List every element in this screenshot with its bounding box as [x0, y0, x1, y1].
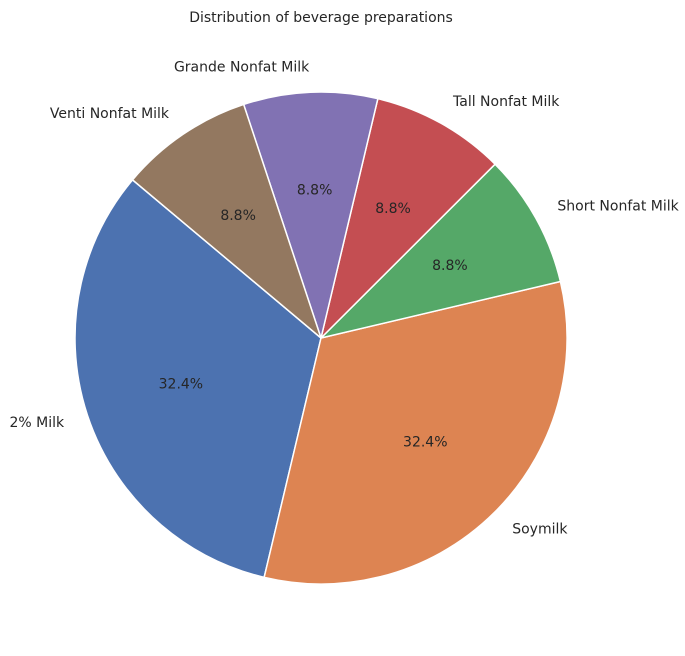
slice-percent-label: 8.8%	[375, 201, 411, 217]
slice-percent-label: 8.8%	[297, 183, 333, 199]
slice-category-label: 2% Milk	[9, 415, 65, 431]
slice-category-label: Venti Nonfat Milk	[50, 106, 170, 122]
slice-category-label: Soymilk	[512, 521, 568, 537]
pie-slice	[242, 91, 379, 339]
pie-labels: 2% Milk 32.4% Soymilk 32.4% Short Nonfat Mil…	[9, 60, 679, 538]
slice-percent-label: 8.8%	[220, 208, 256, 224]
chart-title: Distribution of beverage preparations	[189, 10, 453, 26]
slice-percent-label: 8.8%	[432, 258, 468, 274]
pie-slice	[320, 163, 562, 339]
slice-category-label: Tall Nonfat Milk	[452, 94, 560, 110]
pie-slice	[74, 179, 322, 579]
slice-category-label: Short Nonfat Milk	[557, 198, 679, 214]
slice-category-label: Grande Nonfat Milk	[174, 60, 310, 76]
pie-slices	[74, 91, 568, 585]
pie-slice	[320, 97, 496, 339]
slice-percent-label: 32.4%	[403, 434, 447, 450]
pie-slice	[263, 280, 568, 585]
pie-slice	[131, 103, 322, 339]
slice-percent-label: 32.4%	[159, 376, 203, 392]
